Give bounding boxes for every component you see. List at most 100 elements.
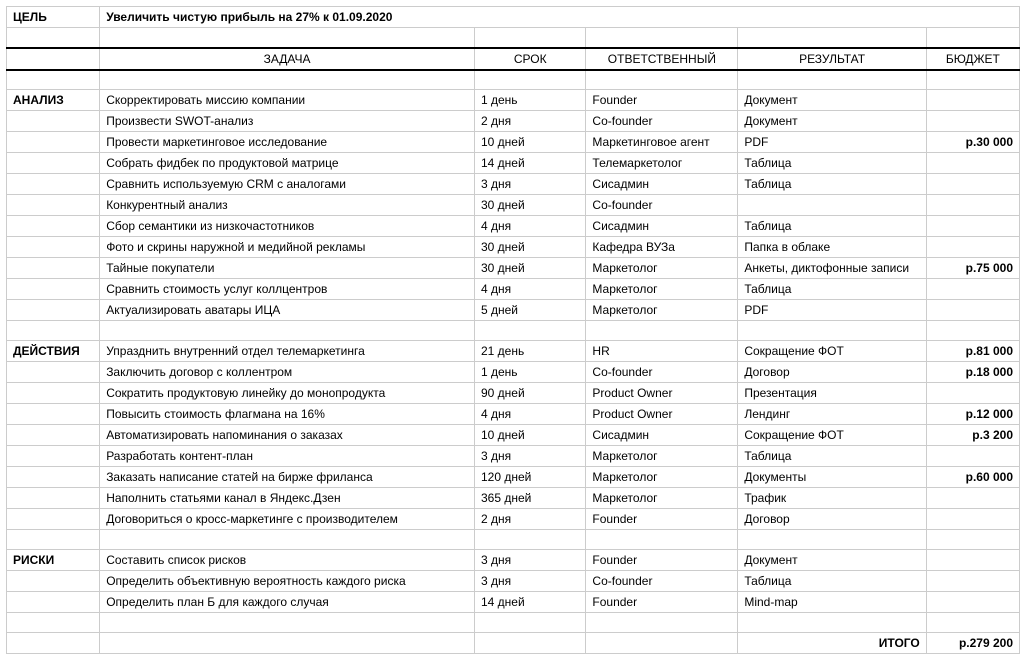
- result-cell: Таблица: [738, 153, 926, 174]
- task-cell: Повысить стоимость флагмана на 16%: [100, 404, 475, 425]
- term-cell: 14 дней: [474, 153, 585, 174]
- task-cell: Фото и скрины наружной и медийной реклам…: [100, 237, 475, 258]
- term-cell: 1 день: [474, 362, 585, 383]
- term-cell: 4 дня: [474, 279, 585, 300]
- result-cell: Анкеты, диктофонные записи: [738, 258, 926, 279]
- task-cell: Разработать контент-план: [100, 446, 475, 467]
- result-cell: Трафик: [738, 488, 926, 509]
- task-cell: Автоматизировать напоминания о заказах: [100, 425, 475, 446]
- resp-cell: Co-founder: [586, 111, 738, 132]
- term-cell: 1 день: [474, 90, 585, 111]
- resp-cell: Маркетинговое агент: [586, 132, 738, 153]
- task-cell: Заключить договор с коллентром: [100, 362, 475, 383]
- header-task: ЗАДАЧА: [100, 48, 475, 70]
- resp-cell: Телемаркетолог: [586, 153, 738, 174]
- result-cell: Таблица: [738, 216, 926, 237]
- term-cell: 2 дня: [474, 111, 585, 132]
- section-risks: РИСКИ: [7, 550, 100, 571]
- result-cell: PDF: [738, 300, 926, 321]
- plan-table: ЦЕЛЬУвеличить чистую прибыль на 27% к 01…: [6, 6, 1020, 654]
- header-resp: ОТВЕТСТВЕННЫЙ: [586, 48, 738, 70]
- term-cell: 14 дней: [474, 592, 585, 613]
- header-result: РЕЗУЛЬТАТ: [738, 48, 926, 70]
- term-cell: 10 дней: [474, 132, 585, 153]
- result-cell: Лендинг: [738, 404, 926, 425]
- task-cell: Провести маркетинговое исследование: [100, 132, 475, 153]
- result-cell: Договор: [738, 509, 926, 530]
- result-cell: Папка в облаке: [738, 237, 926, 258]
- budget-cell: р.81 000: [926, 341, 1019, 362]
- resp-cell: HR: [586, 341, 738, 362]
- header-budget: БЮДЖЕТ: [926, 48, 1019, 70]
- task-cell: Сбор семантики из низкочастотников: [100, 216, 475, 237]
- resp-cell: Маркетолог: [586, 279, 738, 300]
- budget-cell: р.75 000: [926, 258, 1019, 279]
- task-cell: Договориться о кросс-маркетинге с произв…: [100, 509, 475, 530]
- task-cell: Тайные покупатели: [100, 258, 475, 279]
- section-analysis: АНАЛИЗ: [7, 90, 100, 111]
- budget-cell: [926, 550, 1019, 571]
- term-cell: 30 дней: [474, 237, 585, 258]
- resp-cell: Co-founder: [586, 195, 738, 216]
- resp-cell: Маркетолог: [586, 446, 738, 467]
- term-cell: 2 дня: [474, 509, 585, 530]
- task-cell: Произвести SWOT-анализ: [100, 111, 475, 132]
- resp-cell: Маркетолог: [586, 300, 738, 321]
- task-cell: Собрать фидбек по продуктовой матрице: [100, 153, 475, 174]
- result-cell: Документ: [738, 90, 926, 111]
- budget-cell: р.18 000: [926, 362, 1019, 383]
- result-cell: Таблица: [738, 174, 926, 195]
- resp-cell: Сисадмин: [586, 425, 738, 446]
- goal-text: Увеличить чистую прибыль на 27% к 01.09.…: [100, 7, 1020, 28]
- resp-cell: Маркетолог: [586, 258, 738, 279]
- result-cell: [738, 195, 926, 216]
- term-cell: 3 дня: [474, 571, 585, 592]
- task-cell: Составить список рисков: [100, 550, 475, 571]
- term-cell: 3 дня: [474, 550, 585, 571]
- term-cell: 3 дня: [474, 446, 585, 467]
- resp-cell: Маркетолог: [586, 488, 738, 509]
- resp-cell: Сисадмин: [586, 174, 738, 195]
- result-cell: Документы: [738, 467, 926, 488]
- task-cell: Сравнить стоимость услуг коллцентров: [100, 279, 475, 300]
- result-cell: Сокращение ФОТ: [738, 425, 926, 446]
- budget-cell: р.60 000: [926, 467, 1019, 488]
- term-cell: 30 дней: [474, 195, 585, 216]
- task-cell: Заказать написание статей на бирже фрила…: [100, 467, 475, 488]
- term-cell: 90 дней: [474, 383, 585, 404]
- budget-cell: р.30 000: [926, 132, 1019, 153]
- resp-cell: Product Owner: [586, 404, 738, 425]
- term-cell: 3 дня: [474, 174, 585, 195]
- resp-cell: Product Owner: [586, 383, 738, 404]
- result-cell: PDF: [738, 132, 926, 153]
- total-value: р.279 200: [926, 633, 1019, 654]
- result-cell: Договор: [738, 362, 926, 383]
- resp-cell: Founder: [586, 509, 738, 530]
- term-cell: 5 дней: [474, 300, 585, 321]
- result-cell: Таблица: [738, 571, 926, 592]
- budget-cell: [926, 195, 1019, 216]
- result-cell: Таблица: [738, 446, 926, 467]
- budget-cell: [926, 174, 1019, 195]
- result-cell: Сокращение ФОТ: [738, 341, 926, 362]
- goal-label: ЦЕЛЬ: [7, 7, 100, 28]
- budget-cell: [926, 237, 1019, 258]
- total-label: ИТОГО: [738, 633, 926, 654]
- task-cell: Сократить продуктовую линейку до монопро…: [100, 383, 475, 404]
- resp-cell: Founder: [586, 550, 738, 571]
- task-cell: Актуализировать аватары ИЦА: [100, 300, 475, 321]
- result-cell: Mind-map: [738, 592, 926, 613]
- resp-cell: Сисадмин: [586, 216, 738, 237]
- budget-cell: [926, 446, 1019, 467]
- budget-cell: [926, 153, 1019, 174]
- result-cell: Презентация: [738, 383, 926, 404]
- budget-cell: [926, 509, 1019, 530]
- budget-cell: [926, 90, 1019, 111]
- resp-cell: Founder: [586, 592, 738, 613]
- budget-cell: [926, 216, 1019, 237]
- term-cell: 30 дней: [474, 258, 585, 279]
- budget-cell: [926, 300, 1019, 321]
- budget-cell: р.3 200: [926, 425, 1019, 446]
- term-cell: 4 дня: [474, 404, 585, 425]
- budget-cell: [926, 592, 1019, 613]
